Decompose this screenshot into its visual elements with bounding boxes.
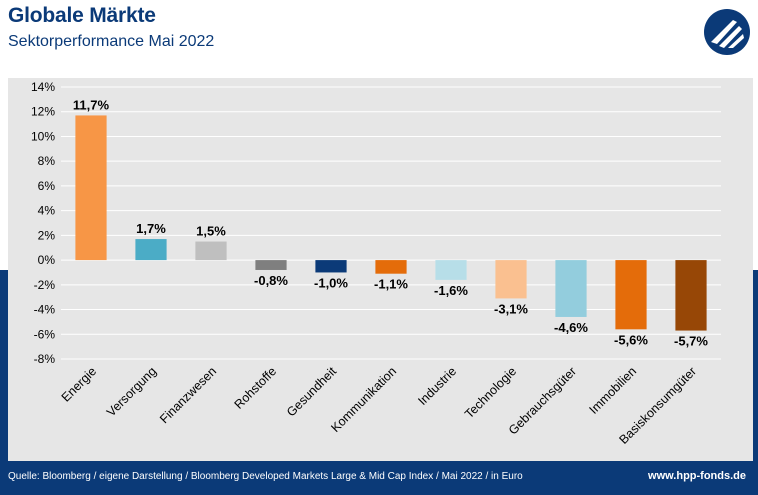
data-label: -1,1% [374,277,408,292]
bar [675,260,707,331]
chart-panel: 14% 12% 10% 8% 6% 4% 2% 0% -2% -4% -6% -8% 11,7% Ener… [8,78,753,461]
data-label: -1,0% [314,275,348,290]
x-tick-label: Technologie [462,364,519,421]
data-label: 11,7% [73,97,110,112]
x-tick-label: Kommunikation [328,364,399,435]
y-tick-label: 6% [38,179,56,193]
y-tick-label: 8% [38,154,56,168]
hpp-logo-icon [704,9,750,55]
data-label: 1,7% [136,221,166,236]
data-label: -3,1% [494,301,528,316]
bar [615,260,647,330]
bar [495,260,527,299]
bar [375,260,407,274]
y-tick-label: -6% [34,327,56,341]
y-tick-label: 12% [31,105,55,119]
y-tick-label: 10% [31,129,55,143]
y-tick-label: 0% [38,253,56,267]
y-tick-label: 2% [38,228,56,242]
x-tick-label: Versorgung [104,364,159,419]
bar [315,260,347,273]
page-subtitle: Sektorperformance Mai 2022 [8,33,215,50]
bar [135,239,167,261]
x-tick-label: Immobilien [586,364,639,417]
bar [555,260,587,317]
data-label: 1,5% [196,224,226,239]
x-tick-label: Energie [59,364,99,404]
y-tick-label: -4% [34,303,56,317]
x-tick-label: Gesundheit [284,364,339,419]
x-tick-label: Industrie [415,364,459,408]
bar [195,241,227,261]
data-label: -4,6% [554,320,588,335]
data-label: -5,6% [614,332,648,347]
bar [255,260,287,270]
x-tick-label: Finanzwesen [157,364,219,426]
sector-performance-chart: 14% 12% 10% 8% 6% 4% 2% 0% -2% -4% -6% -8% 11,7% Ener… [31,80,721,447]
source-note: Quelle: Bloomberg / eigene Darstellung /… [8,471,523,482]
y-tick-label: 14% [31,80,55,94]
data-label: -5,7% [674,334,708,349]
y-tick-label: 4% [38,204,56,218]
page-title: Globale Märkte [8,4,156,27]
data-label: -0,8% [254,273,288,288]
data-label: -1,6% [434,283,468,298]
website-link[interactable]: www.hpp-fonds.de [648,470,746,482]
x-tick-label: Rohstoffe [232,364,280,412]
bar [435,260,467,280]
y-tick-label: -8% [34,352,56,366]
y-tick-label: -2% [34,278,56,292]
bar [75,115,107,261]
